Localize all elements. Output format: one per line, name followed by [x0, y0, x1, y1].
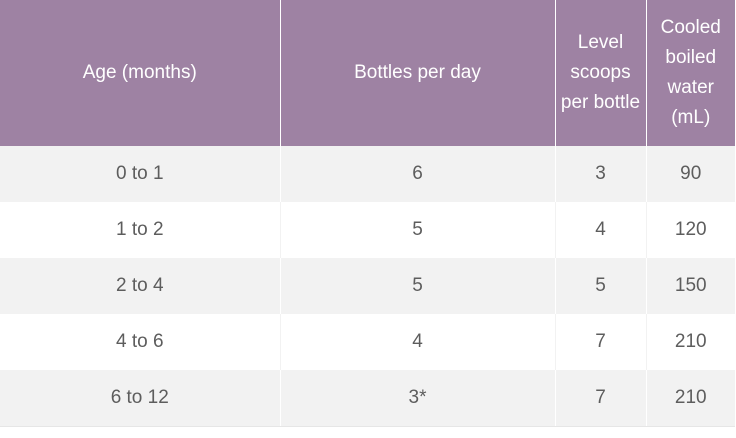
table-body: 0 to 1 6 3 90 1 to 2 5 4 120 2 to 4 5 5 …: [0, 146, 735, 426]
header-row: Age (months) Bottles per day Level scoop…: [0, 0, 735, 146]
cell-age: 0 to 1: [0, 146, 281, 202]
header-age: Age (months): [0, 0, 281, 146]
cell-scoops: 5: [555, 258, 647, 314]
table-header: Age (months) Bottles per day Level scoop…: [0, 0, 735, 146]
header-bottles-label: Bottles per day: [354, 62, 481, 83]
header-cooled-water: Cooled boiled water (mL): [646, 0, 735, 146]
header-level-scoops: Level scoops per bottle: [555, 0, 647, 146]
cell-age: 4 to 6: [0, 314, 281, 370]
cell-age: 1 to 2: [0, 202, 281, 258]
table-row: 6 to 12 3* 7 210: [0, 370, 735, 426]
cell-scoops: 3: [555, 146, 647, 202]
cell-bottles: 5: [280, 202, 556, 258]
cell-water: 210: [646, 370, 735, 426]
cell-bottles: 3*: [280, 370, 556, 426]
header-water-label: Cooled boiled water (mL): [660, 17, 721, 128]
table-row: 2 to 4 5 5 150: [0, 258, 735, 314]
cell-age: 2 to 4: [0, 258, 281, 314]
cell-bottles: 4: [280, 314, 556, 370]
cell-water: 90: [646, 146, 735, 202]
cell-age: 6 to 12: [0, 370, 281, 426]
feeding-table: Age (months) Bottles per day Level scoop…: [0, 0, 735, 426]
table-row: 1 to 2 5 4 120: [0, 202, 735, 258]
cell-scoops: 7: [555, 370, 647, 426]
header-age-label: Age (months): [82, 62, 197, 83]
cell-water: 120: [646, 202, 735, 258]
table-row: 4 to 6 4 7 210: [0, 314, 735, 370]
cell-scoops: 7: [555, 314, 647, 370]
cell-bottles: 5: [280, 258, 556, 314]
cell-water: 150: [646, 258, 735, 314]
header-bottles-per-day: Bottles per day: [280, 0, 556, 146]
cell-water: 210: [646, 314, 735, 370]
table-bottom-divider: [0, 426, 735, 427]
cell-scoops: 4: [555, 202, 647, 258]
header-scoops-label: Level scoops per bottle: [560, 32, 641, 113]
table-row: 0 to 1 6 3 90: [0, 146, 735, 202]
cell-bottles: 6: [280, 146, 556, 202]
